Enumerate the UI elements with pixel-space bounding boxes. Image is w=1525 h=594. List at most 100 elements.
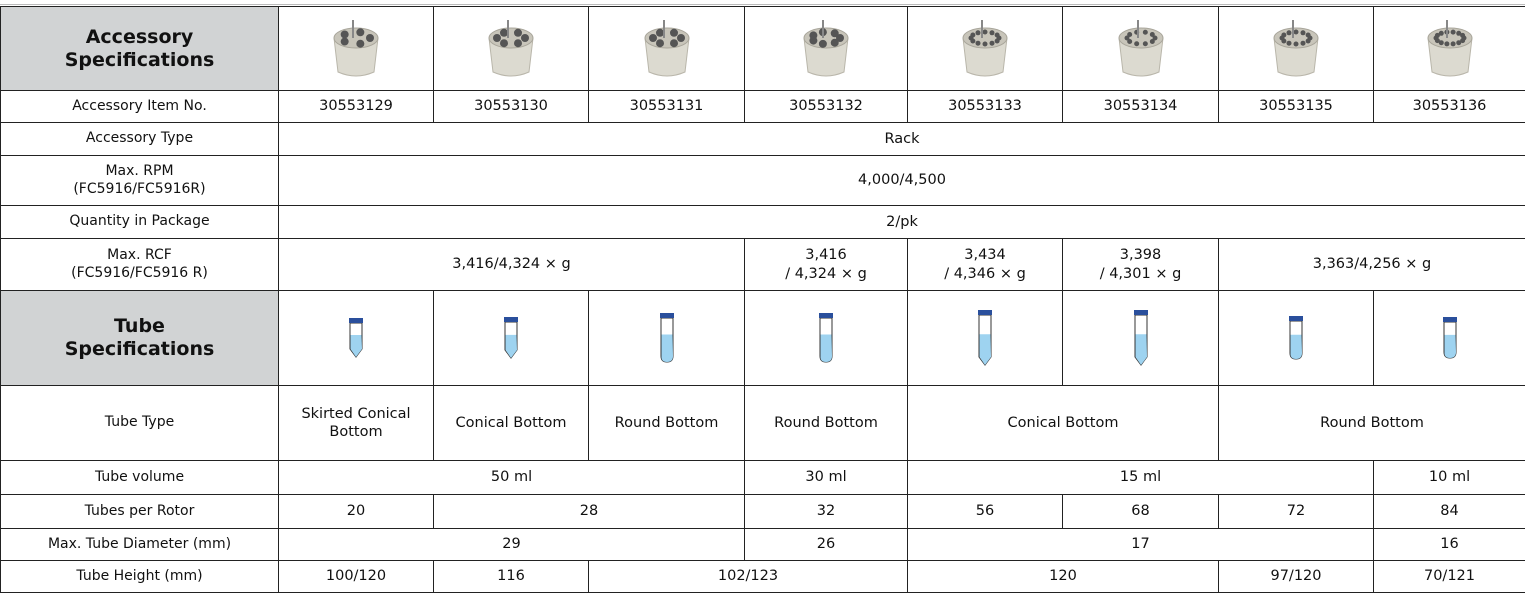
spec-row: Tube volume 50 ml 30 ml 15 ml 10 ml xyxy=(0,460,1525,495)
spec-cell: 70/121 xyxy=(1373,560,1525,593)
spec-cell: 3,363/4,256 × g xyxy=(1218,238,1525,291)
spec-cell: 102/123 xyxy=(588,560,908,593)
spec-cell: 30553131 xyxy=(588,90,745,123)
spec-cell: 56 xyxy=(907,494,1063,529)
spec-table: Accessory Specifications xyxy=(0,6,1525,593)
spec-row: Quantity in Package 2/pk xyxy=(0,205,1525,239)
spec-cell: 3,416/4,324 × g xyxy=(278,238,745,291)
spec-cell: 120 xyxy=(907,560,1219,593)
row-label: Quantity in Package xyxy=(0,205,279,239)
rack-icon xyxy=(1273,19,1319,76)
spec-cell: 3,416 / 4,324 × g xyxy=(744,238,908,291)
row-label: Max. RCF (FC5916/FC5916 R) xyxy=(0,238,279,291)
tube-image xyxy=(744,290,908,386)
spec-row: Tubes per Rotor 20 28 32 56 68 72 84 xyxy=(0,494,1525,529)
spec-cell: Round Bottom xyxy=(1218,385,1525,461)
spec-cell: 116 xyxy=(433,560,589,593)
tube-image xyxy=(588,290,745,386)
tube-image xyxy=(278,290,434,386)
rack-image xyxy=(433,6,589,91)
spec-cell: 17 xyxy=(907,528,1374,561)
spec-row: Tube Type Skirted Conical Bottom Conical B… xyxy=(0,385,1525,461)
spec-row: Accessory Type Rack xyxy=(0,122,1525,156)
spec-cell: 30553130 xyxy=(433,90,589,123)
spec-cell: 26 xyxy=(744,528,908,561)
tube-image xyxy=(1373,290,1525,386)
spec-cell: 30553132 xyxy=(744,90,908,123)
spec-cell: Skirted Conical Bottom xyxy=(278,385,434,461)
row-label: Accessory Item No. xyxy=(0,90,279,123)
spec-cell: 2/pk xyxy=(278,205,1525,239)
section-header-text: Tube Specifications xyxy=(64,315,215,360)
spec-cell: 10 ml xyxy=(1373,460,1525,495)
spec-cell: 28 xyxy=(433,494,745,529)
spec-row: Accessory Item No. 30553129 30553130 305531… xyxy=(0,90,1525,123)
spec-row: Max. RCF (FC5916/FC5916 R) 3,416/4,324 × … xyxy=(0,238,1525,291)
spec-cell: 30553129 xyxy=(278,90,434,123)
tube-header-row: Tube Specifications xyxy=(0,290,1525,386)
spec-cell: 30553136 xyxy=(1373,90,1525,123)
spec-cell: 30553133 xyxy=(907,90,1063,123)
rack-image xyxy=(744,6,908,91)
rack-image xyxy=(588,6,745,91)
rack-icon xyxy=(1117,19,1164,76)
spec-cell: 50 ml xyxy=(278,460,745,495)
row-label: Tube Type xyxy=(0,385,279,461)
rack-image xyxy=(1062,6,1219,91)
tube-image xyxy=(1062,290,1219,386)
spec-cell: Rack xyxy=(278,122,1525,156)
row-label: Accessory Type xyxy=(0,122,279,156)
spec-cell: Round Bottom xyxy=(588,385,745,461)
tube-image xyxy=(907,290,1063,386)
spec-cell: 68 xyxy=(1062,494,1219,529)
spec-row: Max. RPM (FC5916/FC5916R) 4,000/4,500 xyxy=(0,155,1525,206)
spec-cell: 97/120 xyxy=(1218,560,1374,593)
spec-cell: 30 ml xyxy=(744,460,908,495)
spec-cell: 3,434 / 4,346 × g xyxy=(907,238,1063,291)
accessory-header-row: Accessory Specifications xyxy=(0,6,1525,91)
rack-icon xyxy=(1426,19,1473,76)
tube-icon xyxy=(1133,310,1148,366)
rack-image xyxy=(1373,6,1525,91)
spec-cell: 72 xyxy=(1218,494,1374,529)
spec-cell: 32 xyxy=(744,494,908,529)
spec-cell: 29 xyxy=(278,528,745,561)
spec-cell: 84 xyxy=(1373,494,1525,529)
top-rule xyxy=(0,4,1525,5)
rack-icon xyxy=(643,19,690,76)
rack-image xyxy=(907,6,1063,91)
row-label: Max. RPM (FC5916/FC5916R) xyxy=(0,155,279,206)
rack-image xyxy=(1218,6,1374,91)
spec-cell: Conical Bottom xyxy=(907,385,1219,461)
tube-icon xyxy=(1289,316,1303,360)
tube-icon xyxy=(1442,317,1457,359)
row-label: Tubes per Rotor xyxy=(0,494,279,529)
spec-cell: 100/120 xyxy=(278,560,434,593)
spec-cell: Conical Bottom xyxy=(433,385,589,461)
row-label: Max. Tube Diameter (mm) xyxy=(0,528,279,561)
tube-icon xyxy=(978,310,992,366)
spec-cell: 20 xyxy=(278,494,434,529)
spec-cell: 16 xyxy=(1373,528,1525,561)
spec-cell: 30553135 xyxy=(1218,90,1374,123)
rack-icon xyxy=(333,19,379,76)
rack-icon xyxy=(962,19,1008,76)
spec-cell: Round Bottom xyxy=(744,385,908,461)
rack-image xyxy=(278,6,434,91)
spec-cell: 15 ml xyxy=(907,460,1374,495)
row-label: Tube Height (mm) xyxy=(0,560,279,593)
spec-row: Max. Tube Diameter (mm) 29 26 17 16 xyxy=(0,528,1525,561)
tube-icon xyxy=(819,313,833,363)
spec-cell: 3,398 / 4,301 × g xyxy=(1062,238,1219,291)
section-header: Accessory Specifications xyxy=(0,6,279,91)
spec-cell: 30553134 xyxy=(1062,90,1219,123)
spec-cell: 4,000/4,500 xyxy=(278,155,1525,206)
tube-image xyxy=(433,290,589,386)
row-label: Tube volume xyxy=(0,460,279,495)
tube-icon xyxy=(349,318,363,358)
spec-row: Tube Height (mm) 100/120 116 102/123 120 97/1… xyxy=(0,560,1525,593)
tube-image xyxy=(1218,290,1374,386)
tube-icon xyxy=(659,313,674,363)
tube-icon xyxy=(504,317,518,359)
